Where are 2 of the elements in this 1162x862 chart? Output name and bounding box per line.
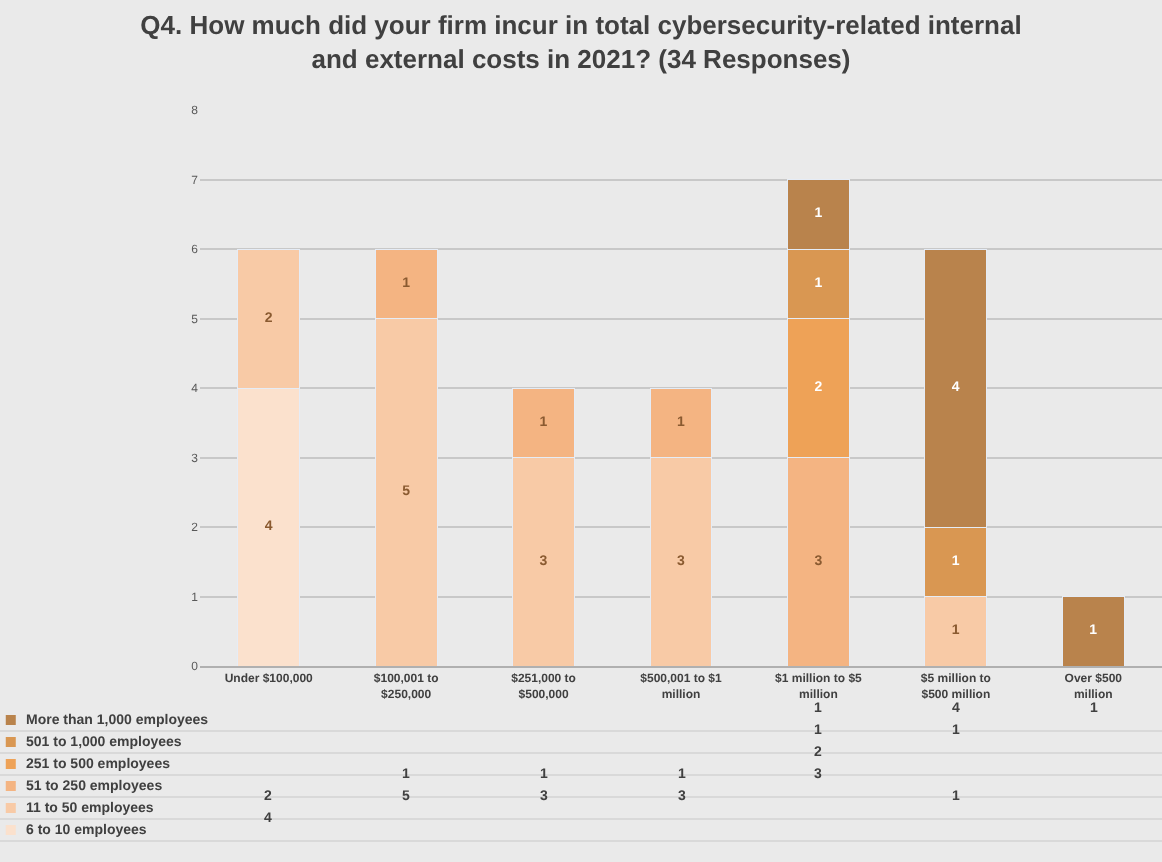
bar xyxy=(1061,596,1125,666)
chart-title: Q4. How much did your firm incur in total cybersecurity-related internal and external costs in 2021? (34 Responses) xyxy=(140,10,1022,75)
